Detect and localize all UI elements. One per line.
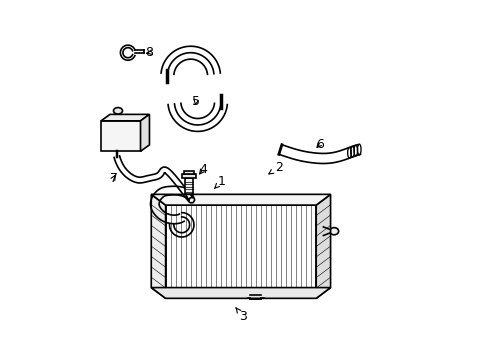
Polygon shape xyxy=(151,194,330,205)
Text: 3: 3 xyxy=(235,308,246,323)
Polygon shape xyxy=(151,194,165,298)
Text: 5: 5 xyxy=(192,95,200,108)
Ellipse shape xyxy=(113,108,122,114)
Bar xyxy=(184,171,193,174)
Polygon shape xyxy=(316,194,330,298)
Bar xyxy=(250,295,261,300)
Text: 6: 6 xyxy=(315,138,323,150)
Polygon shape xyxy=(101,114,149,121)
Text: 8: 8 xyxy=(145,46,153,59)
Text: 2: 2 xyxy=(268,161,282,174)
Polygon shape xyxy=(140,114,149,151)
Text: 7: 7 xyxy=(109,172,118,185)
Polygon shape xyxy=(151,288,330,298)
Bar xyxy=(101,121,140,151)
Text: 4: 4 xyxy=(199,163,207,176)
Bar xyxy=(184,178,192,194)
Text: 1: 1 xyxy=(214,175,224,189)
Bar xyxy=(182,174,195,178)
Ellipse shape xyxy=(329,228,338,235)
